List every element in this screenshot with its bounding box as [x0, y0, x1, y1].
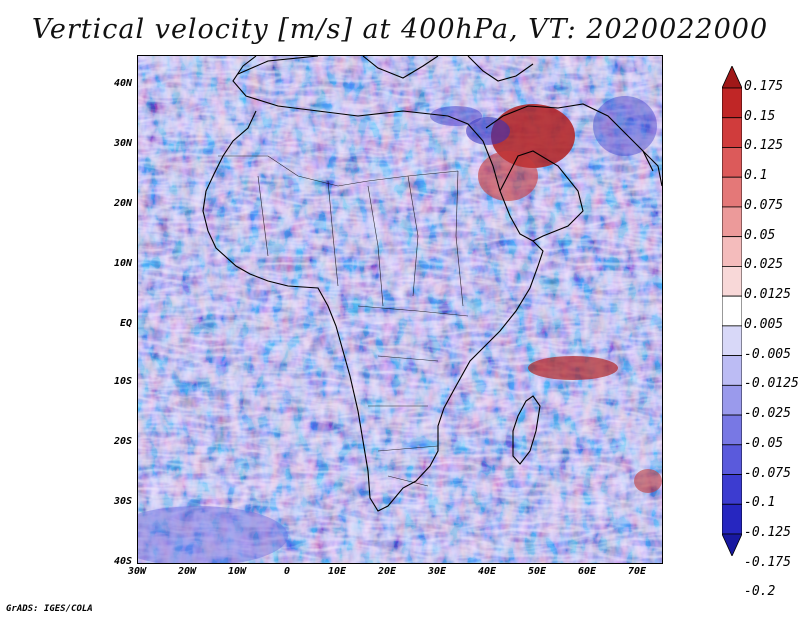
- colorbar-label: 0.175: [744, 79, 784, 94]
- colorbar-label: 0.005: [744, 316, 784, 332]
- colorbar: [722, 66, 742, 556]
- colorbar-swatch: [722, 295, 742, 327]
- colorbar-label: 0.075: [744, 197, 784, 213]
- coastlines: [202, 56, 662, 512]
- colorbar-swatch: [722, 474, 742, 505]
- colorbar-label: -0.075: [744, 465, 791, 481]
- country-borders: [218, 155, 469, 487]
- velocity-field-map: [138, 56, 662, 563]
- lon-label: 10E: [327, 566, 347, 577]
- lon-label: 60E: [577, 566, 597, 577]
- lat-label: 40S: [113, 556, 132, 567]
- descent-band: [138, 506, 288, 563]
- lat-label: 10S: [113, 376, 132, 387]
- colorbar-label: 0.0125: [744, 287, 791, 303]
- colorbar-swatch: [722, 384, 742, 416]
- colorbar-label: 0.025: [744, 257, 784, 273]
- lat-label: 10N: [113, 258, 132, 269]
- colorbar-label: -0.05: [744, 435, 784, 451]
- ascent-spot: [634, 469, 662, 493]
- colorbar-bottom-arrow: [722, 533, 742, 556]
- colorbar-label: 0.125: [744, 138, 784, 154]
- lon-label: 40E: [477, 566, 497, 577]
- lon-label: 30E: [427, 566, 447, 577]
- lon-label: 0: [283, 566, 291, 577]
- lat-label: 30N: [113, 138, 132, 149]
- colorbar-label: -0.1: [744, 495, 776, 511]
- colorbar-label: -0.005: [744, 346, 791, 362]
- lon-label: 70E: [627, 566, 647, 577]
- lat-label: 40N: [113, 78, 132, 89]
- lon-label: 10W: [227, 566, 247, 577]
- colorbar-swatch: [722, 444, 742, 475]
- colorbar-swatch: [722, 236, 742, 267]
- descent-region-3: [593, 96, 657, 156]
- map-panel: [137, 55, 663, 564]
- descent-region-2: [430, 106, 482, 126]
- colorbar-swatch: [722, 265, 742, 297]
- colorbar-label: -0.0125: [744, 376, 799, 392]
- lon-label: 50E: [527, 566, 547, 577]
- colorbar-top-arrow: [722, 66, 742, 89]
- lat-label: 20N: [113, 198, 132, 209]
- footer-credit: GrADS: IGES/COLA: [6, 604, 93, 614]
- colorbar-label: 0.15: [744, 108, 776, 124]
- lat-label: EQ: [119, 318, 132, 329]
- colorbar-label: 0.1: [744, 168, 768, 184]
- colorbar-swatch: [722, 87, 742, 119]
- colorbar-swatch: [722, 206, 742, 238]
- lon-label: 20W: [177, 566, 197, 577]
- colorbar-label: -0.175: [744, 554, 791, 570]
- descent-region: [466, 117, 510, 145]
- colorbar-swatch: [722, 147, 742, 178]
- colorbar-swatch: [722, 176, 742, 208]
- colorbar-swatch: [722, 355, 742, 386]
- lon-label: 30W: [127, 566, 147, 577]
- colorbar-swatch: [722, 414, 742, 446]
- colorbar-swatch: [722, 325, 742, 357]
- chart-title: Vertical velocity [m/s] at 400hPa, VT: 2…: [31, 14, 769, 45]
- colorbar-label: -0.2: [744, 584, 776, 600]
- colorbar-label: 0.05: [744, 227, 776, 243]
- colorbar-label: -0.025: [744, 406, 791, 422]
- colorbar-swatch: [722, 503, 742, 535]
- lat-label: 30S: [113, 496, 132, 507]
- ascent-band: [528, 356, 618, 380]
- lon-label: 20E: [377, 566, 397, 577]
- colorbar-label: -0.125: [744, 525, 791, 540]
- lat-label: 20S: [113, 436, 132, 447]
- colorbar-swatch: [722, 117, 742, 148]
